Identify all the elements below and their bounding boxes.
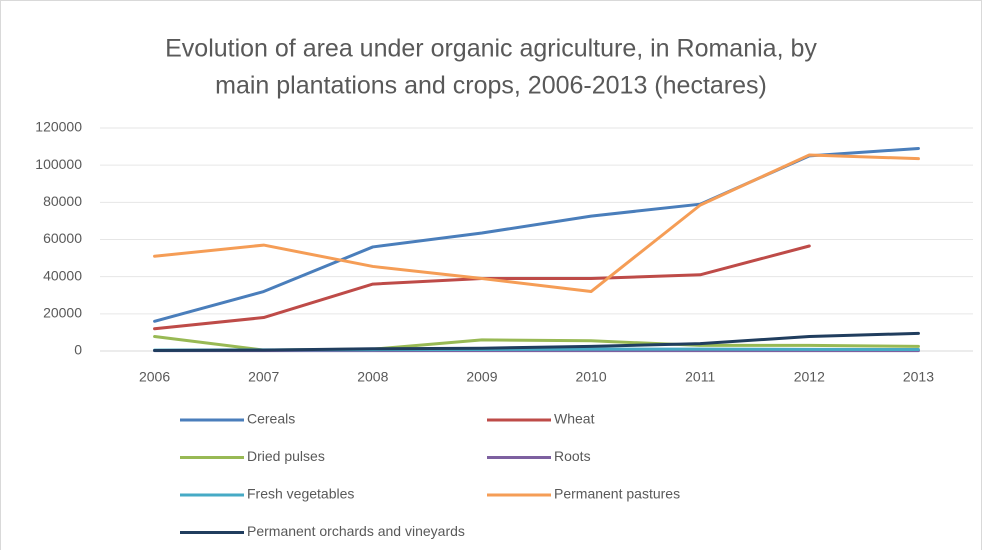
y-tick-label: 60000 — [43, 230, 82, 246]
series-line — [153, 153, 920, 294]
x-tick-label: 2013 — [903, 369, 934, 385]
legend-label: Cereals — [247, 411, 295, 427]
legend-label: Wheat — [554, 411, 595, 427]
y-tick-label: 40000 — [43, 267, 82, 283]
y-tick-label: 20000 — [43, 305, 82, 321]
x-tick-label: 2007 — [248, 369, 279, 385]
legend-label: Dried pulses — [247, 448, 325, 464]
x-tick-label: 2006 — [139, 369, 170, 385]
legend-label: Fresh vegetables — [247, 486, 354, 502]
chart-title: Evolution of area under organic agricult… — [165, 35, 817, 63]
x-tick-label: 2010 — [575, 369, 606, 385]
legend-label: Permanent pastures — [554, 486, 680, 502]
y-tick-label: 80000 — [43, 193, 82, 209]
y-tick-label: 120000 — [35, 119, 82, 135]
legend-label: Roots — [554, 448, 591, 464]
x-tick-label: 2008 — [357, 369, 388, 385]
x-tick-label: 2009 — [466, 369, 497, 385]
chart-title: main plantations and crops, 2006-2013 (h… — [215, 72, 767, 100]
legend-label: Permanent orchards and vineyards — [247, 523, 465, 539]
y-tick-label: 100000 — [35, 156, 82, 172]
x-tick-label: 2012 — [794, 369, 825, 385]
x-tick-label: 2011 — [685, 369, 715, 385]
series-line — [153, 331, 920, 352]
y-tick-label: 0 — [74, 342, 82, 358]
